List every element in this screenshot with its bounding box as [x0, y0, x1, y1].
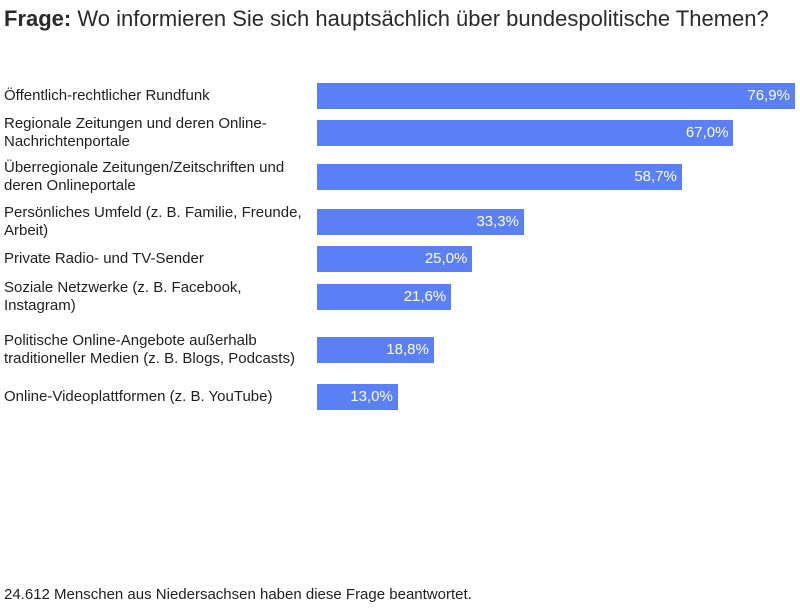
bar [317, 209, 524, 235]
category-label: Regionale Zeitungen und deren Online-Nac… [4, 115, 267, 150]
bar-value-label: 18,8% [386, 341, 429, 358]
bar [317, 164, 682, 190]
bar [317, 246, 473, 272]
bar-value-label: 21,6% [403, 288, 447, 305]
question-prefix: Frage: [4, 6, 72, 31]
bar [317, 83, 795, 109]
bar [317, 120, 734, 146]
bar-value-label: 33,3% [476, 213, 519, 230]
category-label: Persönliches Umfeld (z. B. Familie, Freu… [4, 204, 302, 239]
category-label: Online-Videoplattformen (z. B. YouTube) [4, 388, 273, 405]
question-text: Wo informieren Sie sich hauptsächlich üb… [77, 6, 769, 31]
category-label: Private Radio- und TV-Sender [4, 250, 204, 267]
category-label: Soziale Netzwerke (z. B. Facebook, Insta… [4, 279, 242, 314]
bar-value-label: 13,0% [350, 388, 393, 405]
bar-value-label: 76,9% [747, 87, 790, 104]
bar [317, 284, 452, 310]
category-label: Öffentlich-rechtlicher Rundfunk [4, 87, 210, 104]
bar-value-label: 67,0% [685, 124, 729, 141]
category-label: Überregionale Zeitungen/Zeitschriften un… [4, 159, 285, 194]
bar-value-label: 58,7% [634, 168, 677, 185]
bar [317, 384, 398, 410]
respondent-count-note: 24.612 Menschen aus Niedersachsen haben … [4, 586, 472, 603]
bar [317, 337, 434, 363]
bar-value-label: 25,0% [424, 250, 468, 267]
category-label: Politische Online-Angebote außerhalb tra… [4, 332, 295, 367]
question-title: Frage: Wo informieren Sie sich hauptsäch… [4, 2, 794, 36]
